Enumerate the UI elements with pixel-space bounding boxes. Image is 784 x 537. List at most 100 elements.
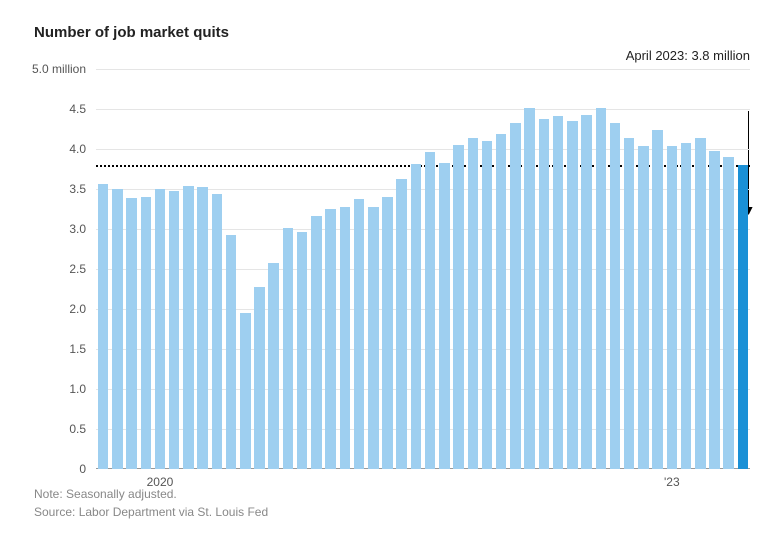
bar: [624, 138, 635, 469]
source-text: Source: Labor Department via St. Louis F…: [34, 503, 750, 521]
note-text: Note: Seasonally adjusted.: [34, 485, 750, 503]
bar-slot: [508, 69, 522, 469]
bar-slot: [267, 69, 281, 469]
bar: [325, 209, 336, 469]
bar: [297, 232, 308, 469]
bar-slot: [395, 69, 409, 469]
bar: [169, 191, 180, 469]
bar-slot: [352, 69, 366, 469]
bar-slot: [722, 69, 736, 469]
bar-slot: [366, 69, 380, 469]
bar-slot: [537, 69, 551, 469]
bar: [496, 134, 507, 469]
bar-slot: [167, 69, 181, 469]
bar: [723, 157, 734, 469]
y-tick-label: 0: [26, 462, 86, 476]
bar-slot: [451, 69, 465, 469]
bar-slot: [636, 69, 650, 469]
bar: [539, 119, 550, 469]
bar: [453, 145, 464, 469]
y-axis: 00.51.01.52.02.53.03.54.04.55.0 million: [32, 69, 92, 469]
bar: [126, 198, 137, 469]
bar-slot: [423, 69, 437, 469]
y-tick-label: 2.5: [26, 262, 86, 276]
bar: [283, 228, 294, 469]
bar: [425, 152, 436, 469]
bar: [411, 164, 422, 469]
y-tick-label: 1.5: [26, 342, 86, 356]
bar-slot: [565, 69, 579, 469]
bar-slot: [295, 69, 309, 469]
bar: [510, 123, 521, 469]
bar-slot: [551, 69, 565, 469]
bar: [439, 163, 450, 469]
bar: [112, 189, 123, 469]
bar: [354, 199, 365, 469]
bar: [155, 189, 166, 469]
bar: [553, 116, 564, 469]
bar-slot: [252, 69, 266, 469]
bar-slot: [523, 69, 537, 469]
bar: [340, 207, 351, 469]
y-tick-label: 5.0 million: [26, 62, 86, 76]
bar-slot: [679, 69, 693, 469]
chart-title: Number of job market quits: [34, 24, 750, 41]
footnotes: Note: Seasonally adjusted. Source: Labor…: [34, 485, 750, 521]
bar: [141, 197, 152, 469]
bar-slot: [707, 69, 721, 469]
bar: [268, 263, 279, 469]
bars-group: [96, 69, 750, 469]
plot-area: 00.51.01.52.02.53.03.54.04.55.0 million …: [34, 69, 750, 469]
bar: [581, 115, 592, 469]
bar-slot: [579, 69, 593, 469]
bar: [396, 179, 407, 469]
bar-slot: [309, 69, 323, 469]
bar: [468, 138, 479, 469]
bar-slot: [224, 69, 238, 469]
y-tick-label: 4.5: [26, 102, 86, 116]
bar-slot: [324, 69, 338, 469]
chart-container: Number of job market quits April 2023: 3…: [0, 0, 784, 537]
bar-slot: [622, 69, 636, 469]
bar: [681, 143, 692, 469]
bar: [382, 197, 393, 469]
bar-slot: [693, 69, 707, 469]
bar-slot: [181, 69, 195, 469]
bar-slot: [736, 69, 750, 469]
bar: [183, 186, 194, 469]
bar: [98, 184, 109, 469]
bar: [254, 287, 265, 469]
y-tick-label: 1.0: [26, 382, 86, 396]
bar-slot: [196, 69, 210, 469]
bar-slot: [238, 69, 252, 469]
y-tick-label: 4.0: [26, 142, 86, 156]
bar-slot: [608, 69, 622, 469]
bar-slot: [96, 69, 110, 469]
callout-label: April 2023: 3.8 million: [626, 48, 750, 63]
bar: [638, 146, 649, 469]
bar: [709, 151, 720, 469]
bar-slot: [665, 69, 679, 469]
bar: [368, 207, 379, 469]
bar: [524, 108, 535, 469]
bar: [596, 108, 607, 469]
bar-highlight: [738, 165, 749, 469]
bar: [695, 138, 706, 469]
bar: [197, 187, 208, 469]
bar: [226, 235, 237, 469]
bar: [567, 121, 578, 469]
bar: [482, 141, 493, 469]
bar-slot: [594, 69, 608, 469]
bar-slot: [409, 69, 423, 469]
bar-slot: [651, 69, 665, 469]
bar-slot: [480, 69, 494, 469]
bar-slot: [437, 69, 451, 469]
bar-slot: [153, 69, 167, 469]
bar: [240, 313, 251, 469]
bar: [610, 123, 621, 469]
bar-slot: [380, 69, 394, 469]
bar: [667, 146, 678, 469]
bar-slot: [210, 69, 224, 469]
bar-slot: [466, 69, 480, 469]
bar-slot: [338, 69, 352, 469]
